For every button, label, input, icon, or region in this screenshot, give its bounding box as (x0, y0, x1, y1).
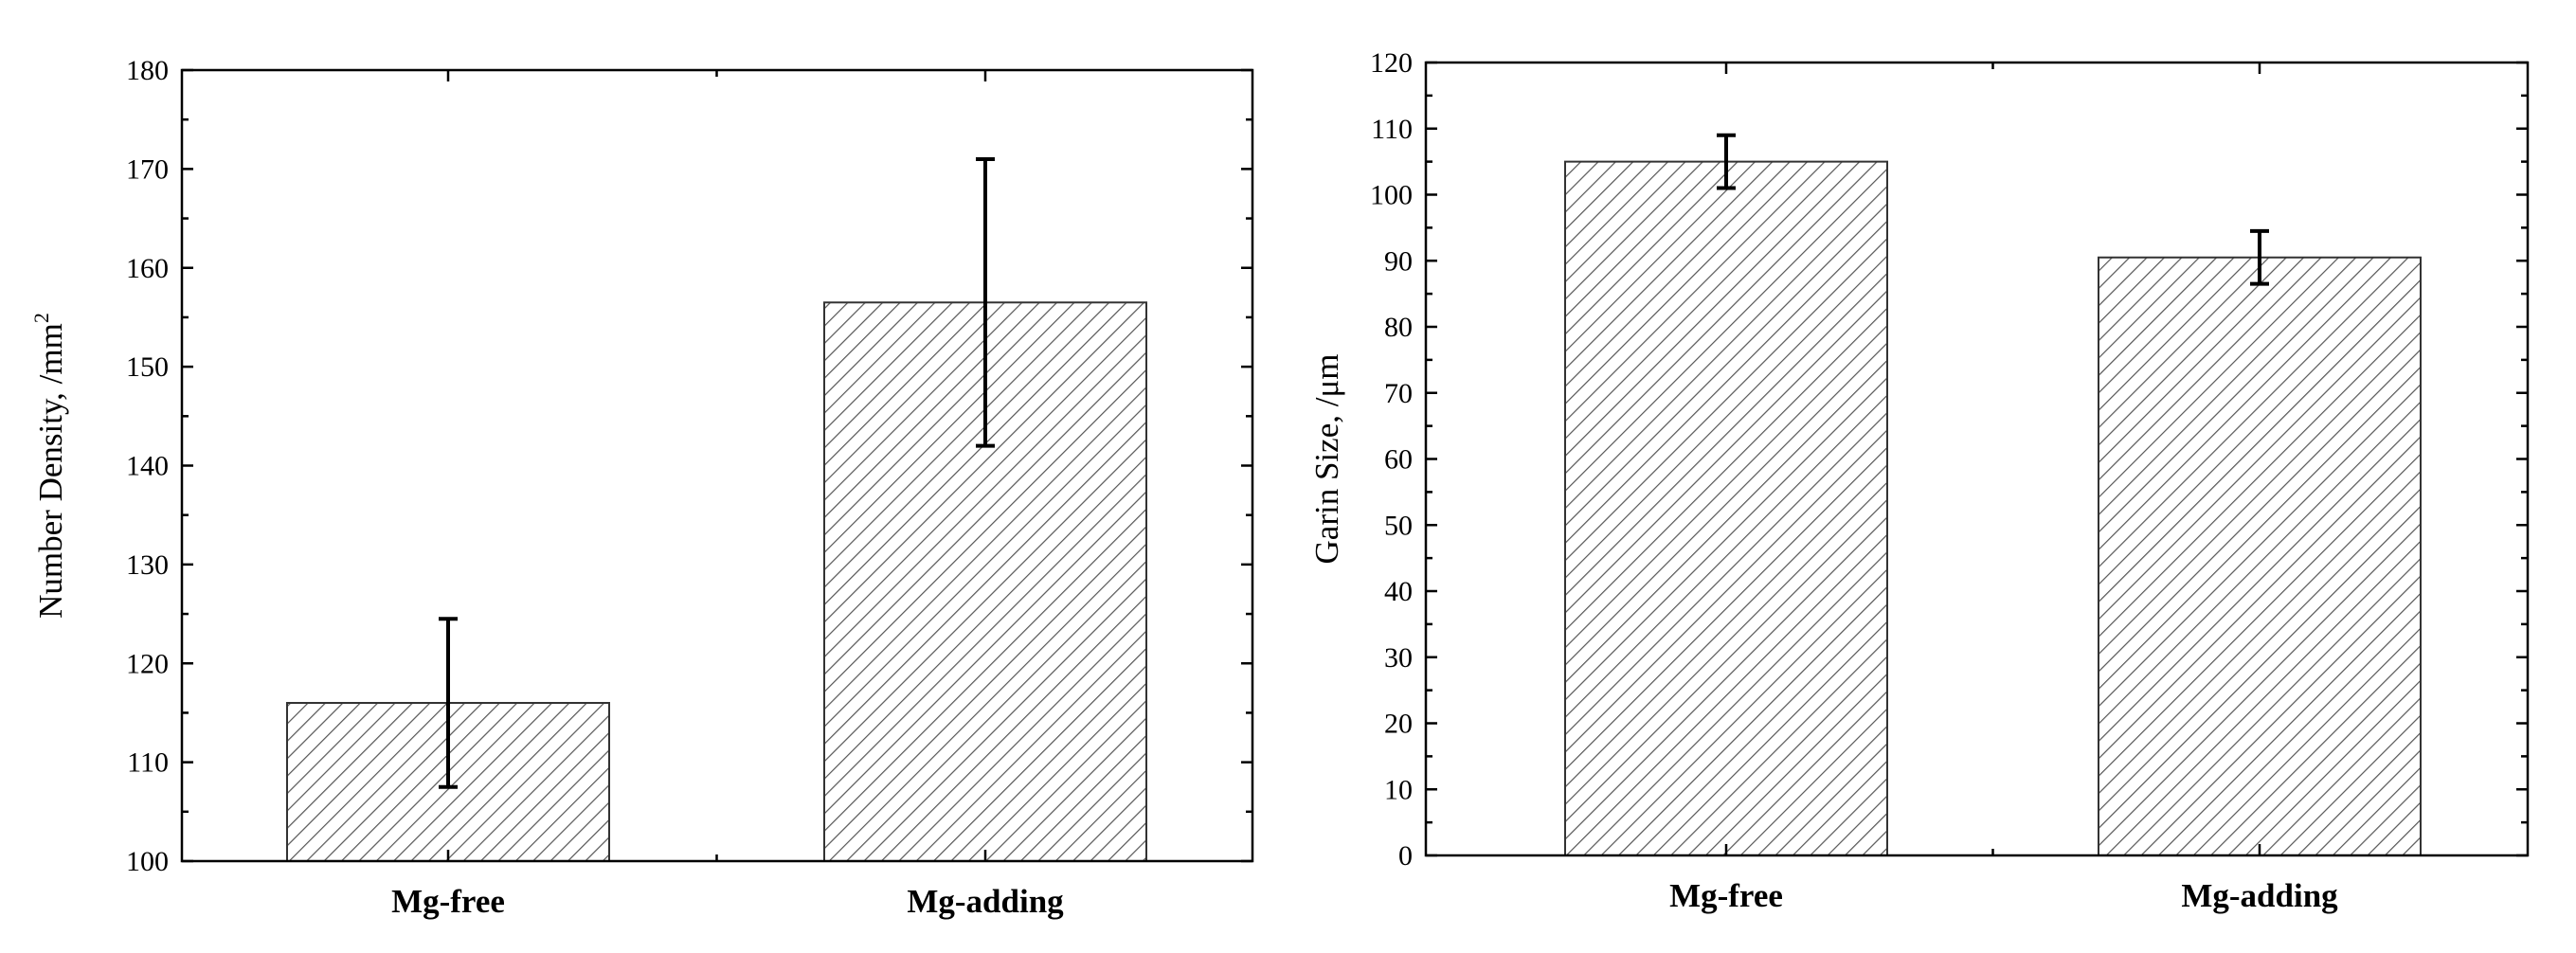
c0-y-tick-label: 130 (126, 549, 169, 581)
c1-x-category-label: Mg-adding (2181, 877, 2338, 914)
c0-y-axis-title: Number Density, /mm2 (29, 313, 69, 619)
c1-bar-mg-adding (2098, 256, 2422, 856)
c0-x-category-label: Mg-free (391, 883, 505, 920)
c1-y-tick-label: 80 (1384, 312, 1413, 343)
c1-y-tick-label: 60 (1384, 444, 1413, 476)
c0-y-tick-label: 120 (126, 648, 169, 679)
c1-y-tick-label: 40 (1384, 576, 1413, 607)
c1-y-tick-label: 0 (1398, 840, 1413, 872)
number-density-chart: 100 110 120 130 140 150 160 170 180 Mg-free Mg-add… (29, 55, 1254, 920)
c0-y-tick-label: 150 (126, 351, 169, 383)
c1-error-bar-mg-adding (2250, 228, 2269, 286)
c1-bar-mg-free (1564, 160, 1888, 856)
c1-y-tick-label: 20 (1384, 709, 1413, 740)
c0-x-category-label: Mg-adding (907, 883, 1064, 920)
c1-y-axis-title: Garin Size, /μm (1308, 354, 1345, 565)
c1-y-tick-label: 70 (1384, 378, 1413, 409)
c1-error-bar-mg-free (1717, 133, 1736, 190)
c0-y-tick-label: 160 (126, 253, 169, 284)
c0-y-tick-label: 170 (126, 153, 169, 185)
c0-y-tick-label: 100 (126, 846, 169, 877)
c1-y-tick-label: 50 (1384, 510, 1413, 541)
c0-y-tick-label: 180 (126, 55, 169, 86)
c0-y-tick-label: 140 (126, 451, 169, 482)
c0-error-bar-mg-adding (976, 156, 995, 448)
c1-y-tick-label: 30 (1384, 642, 1413, 674)
c1-y-tick-label: 120 (1370, 47, 1413, 79)
c1-x-category-label: Mg-free (1669, 877, 1783, 914)
c0-error-bar-mg-free (439, 617, 458, 789)
c1-y-tick-label: 100 (1370, 180, 1413, 211)
c1-y-tick-label: 90 (1384, 245, 1413, 277)
c1-y-tick-label: 10 (1384, 774, 1413, 805)
c1-y-tick-label: 110 (1371, 114, 1413, 145)
grain-size-chart: 0 10 20 30 40 50 60 70 80 90 100 110 120 Mg-free Mg-ad… (1308, 47, 2530, 914)
c0-y-tick-label: 110 (127, 747, 169, 779)
c0-y-axis-title-superscript: 2 (29, 313, 53, 323)
